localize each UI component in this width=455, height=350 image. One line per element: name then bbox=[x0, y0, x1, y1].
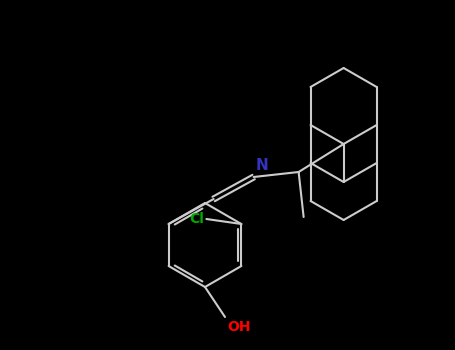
Text: N: N bbox=[256, 158, 268, 173]
Text: OH: OH bbox=[227, 320, 251, 334]
Text: Cl: Cl bbox=[189, 212, 204, 226]
